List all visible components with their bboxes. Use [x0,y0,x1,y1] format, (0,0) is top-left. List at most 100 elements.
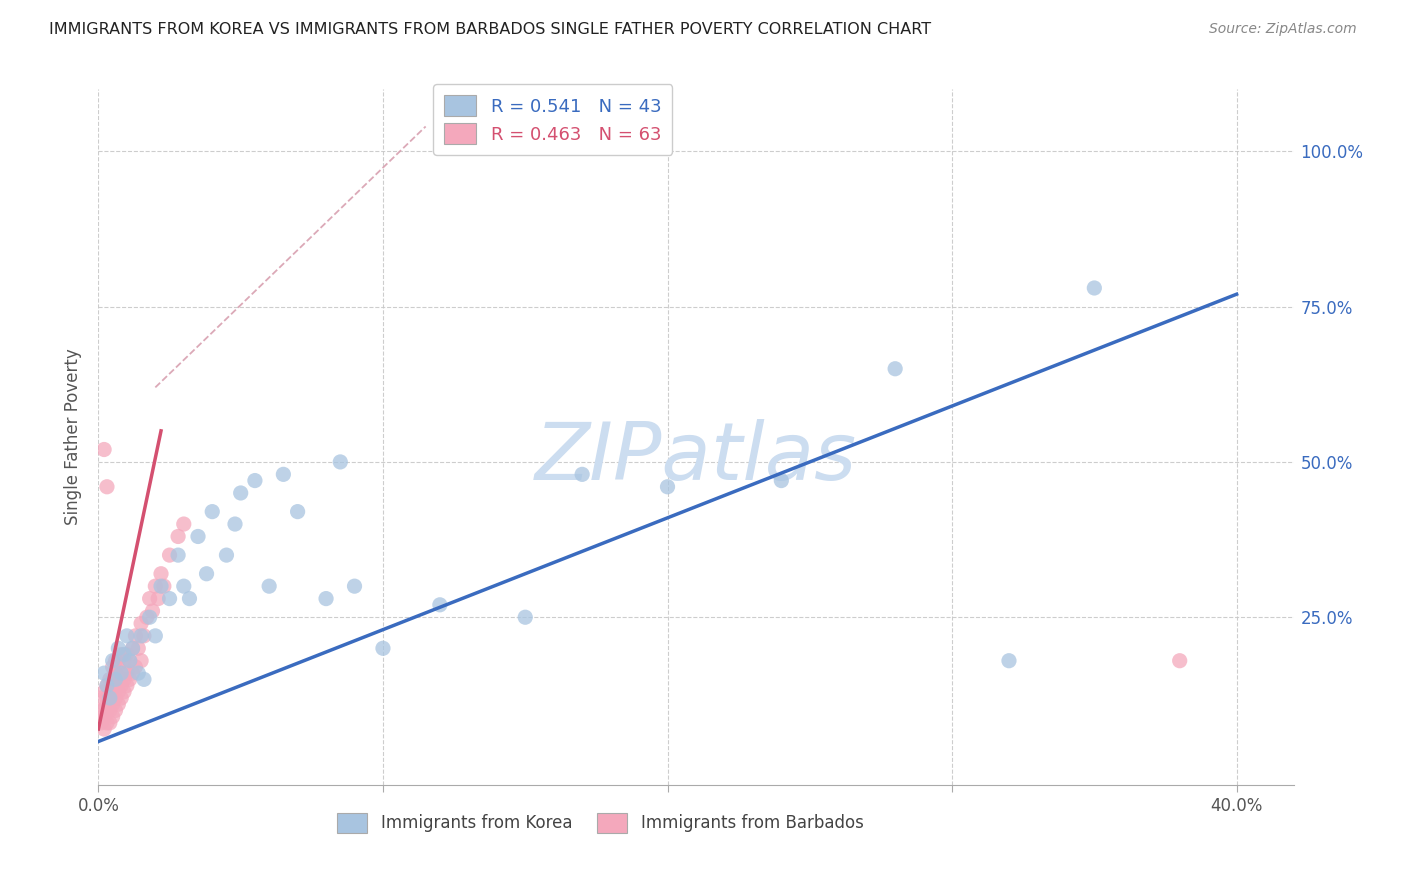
Text: ZIPatlas: ZIPatlas [534,419,858,497]
Point [124,660,146,674]
Point [110,648,132,662]
Point [159,548,181,562]
Point [884,361,907,376]
Point [107,673,129,687]
Point [143,629,166,643]
Point [571,467,593,482]
Point [115,629,138,643]
Point [112,648,135,662]
Point [118,673,141,687]
Point [93,685,115,699]
Y-axis label: Single Father Poverty: Single Father Poverty [65,349,83,525]
Point [150,566,173,581]
Point [104,673,127,687]
Point [132,629,155,643]
Point [98,715,121,730]
Point [93,442,115,457]
Point [110,690,132,705]
Point [121,666,143,681]
Point [150,579,173,593]
Point [112,685,135,699]
Point [110,679,132,693]
Point [98,703,121,717]
Point [141,604,163,618]
Point [132,673,155,687]
Point [93,666,115,681]
Point [121,641,143,656]
Point [101,709,124,723]
Point [243,474,266,488]
Point [224,516,246,531]
Point [429,598,451,612]
Point [167,548,190,562]
Point [127,666,149,681]
Point [173,516,195,531]
Point [135,610,157,624]
Point [96,480,118,494]
Point [201,505,224,519]
Point [107,685,129,699]
Point [1083,281,1105,295]
Point [129,654,152,668]
Text: Source: ZipAtlas.com: Source: ZipAtlas.com [1209,22,1357,37]
Point [998,654,1021,668]
Point [129,616,152,631]
Text: IMMIGRANTS FROM KOREA VS IMMIGRANTS FROM BARBADOS SINGLE FATHER POVERTY CORRELAT: IMMIGRANTS FROM KOREA VS IMMIGRANTS FROM… [49,22,931,37]
Point [98,673,121,687]
Point [1168,654,1191,668]
Point [215,548,238,562]
Point [287,505,309,519]
Point [121,641,143,656]
Point [148,591,170,606]
Point [173,579,195,593]
Point [115,648,138,662]
Point [90,715,112,730]
Point [127,641,149,656]
Point [138,610,160,624]
Point [229,486,252,500]
Point [118,654,141,668]
Point [104,654,127,668]
Point [129,629,152,643]
Point [96,703,118,717]
Point [98,690,121,705]
Point [96,679,118,693]
Point [101,660,124,674]
Point [124,629,146,643]
Point [96,697,118,711]
Point [96,679,118,693]
Point [273,467,295,482]
Point [107,660,129,674]
Point [257,579,280,593]
Point [515,610,537,624]
Point [93,703,115,717]
Point [329,455,352,469]
Point [112,673,135,687]
Point [101,654,124,668]
Point [153,579,176,593]
Point [110,666,132,681]
Point [104,679,127,693]
Point [167,529,190,543]
Point [371,641,394,656]
Point [98,690,121,705]
Point [179,591,201,606]
Point [104,666,127,681]
Point [138,591,160,606]
Point [101,685,124,699]
Point [195,566,218,581]
Point [110,666,132,681]
Point [315,591,337,606]
Point [107,697,129,711]
Point [93,709,115,723]
Point [159,591,181,606]
Point [343,579,366,593]
Point [96,715,118,730]
Point [143,579,166,593]
Point [112,654,135,668]
Point [104,690,127,705]
Point [118,654,141,668]
Point [93,722,115,736]
Point [115,679,138,693]
Point [104,703,127,717]
